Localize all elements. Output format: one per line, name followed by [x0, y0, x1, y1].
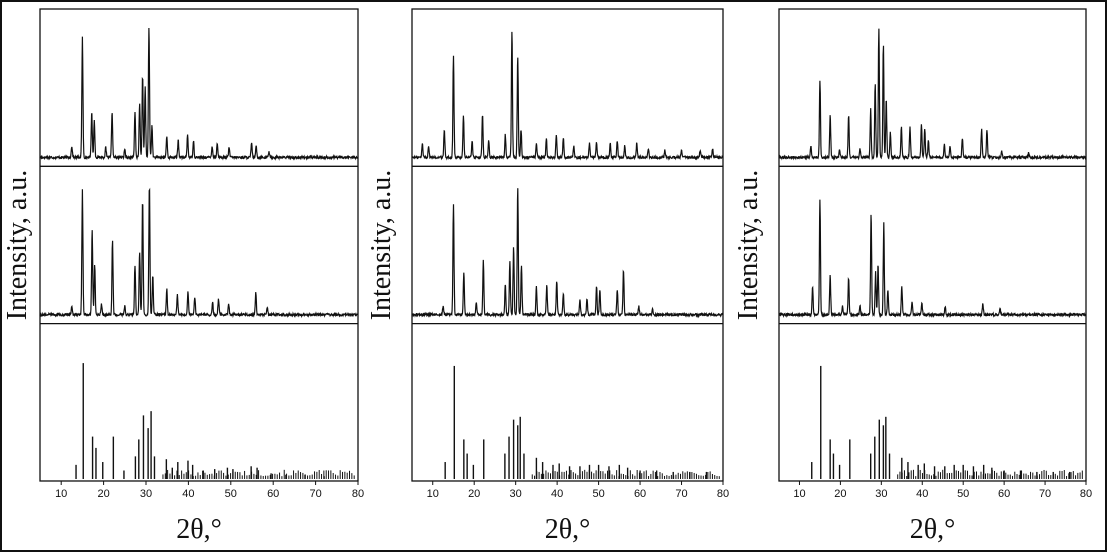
panel-1-top-pattern [39, 27, 359, 161]
panel-3-y-axis-label: Intensity, a.u. [733, 170, 764, 321]
panel-3-x-tick-label-30: 30 [875, 488, 887, 500]
panel-2-y-axis-label: Intensity, a.u. [366, 170, 397, 321]
panel-2-top-pattern [411, 31, 723, 161]
panel-2-x-tick-label-80: 80 [717, 488, 729, 500]
panel-1-x-tick-label-40: 40 [182, 488, 194, 500]
panel-1-x-tick-label-30: 30 [140, 488, 152, 500]
panel-1-x-tick-label-10: 10 [55, 488, 67, 500]
panel-2-x-tick-label-20: 20 [468, 488, 480, 500]
panel-3-frame [778, 8, 1087, 482]
panel-2-x-axis-label: 2θ,° [545, 514, 591, 545]
panel-3-x-tick-label-40: 40 [916, 488, 928, 500]
panel-3-x-tick-label-10: 10 [793, 488, 805, 500]
panel-1-x-tick-label-80: 80 [352, 488, 364, 500]
chart-panel-1: 10 20 30 40 50 60 70 80 2θ,° Intensity, a.u. [2, 8, 364, 545]
panel-3-x-tick-label-20: 20 [834, 488, 846, 500]
panel-2-x-tick-label-70: 70 [675, 488, 687, 500]
panel-2-x-tick-label-40: 40 [551, 488, 563, 500]
panel-2-x-tick-label-50: 50 [592, 488, 604, 500]
chart-panel-2: 10 20 30 40 50 60 70 80 2θ,° Intensity, a.u. [366, 8, 729, 545]
panel-2-frame [411, 8, 724, 482]
panel-3-top-pattern [778, 28, 1087, 161]
panel-1-frame [39, 8, 359, 482]
panel-3-x-axis-label: 2θ,° [910, 514, 956, 545]
panel-3-x-tick-label-80: 80 [1080, 488, 1092, 500]
chart-panel-3: 10 20 30 40 50 60 70 80 2θ,° Intensity, a.u. [733, 8, 1092, 545]
panel-3-x-tick-label-70: 70 [1039, 488, 1051, 500]
panel-2-middle-pattern [411, 188, 724, 319]
panel-1-x-tick-label-20: 20 [97, 488, 109, 500]
panel-3-middle-pattern [778, 199, 1087, 319]
panel-1-middle-pattern [39, 187, 359, 319]
panel-3-x-tick-label-50: 50 [957, 488, 969, 500]
panel-1-x-tick-label-60: 60 [267, 488, 279, 500]
panel-1-x-tick-label-70: 70 [309, 488, 321, 500]
panel-2-x-tick-label-30: 30 [510, 488, 522, 500]
panel-2-x-tick-label-60: 60 [634, 488, 646, 500]
panel-1-x-axis-label: 2θ,° [176, 514, 222, 545]
panel-2-x-tick-label-10: 10 [427, 488, 439, 500]
panel-1-y-axis-label: Intensity, a.u. [2, 170, 33, 321]
panel-3-x-tick-label-60: 60 [998, 488, 1010, 500]
panel-1-x-tick-label-50: 50 [225, 488, 237, 500]
